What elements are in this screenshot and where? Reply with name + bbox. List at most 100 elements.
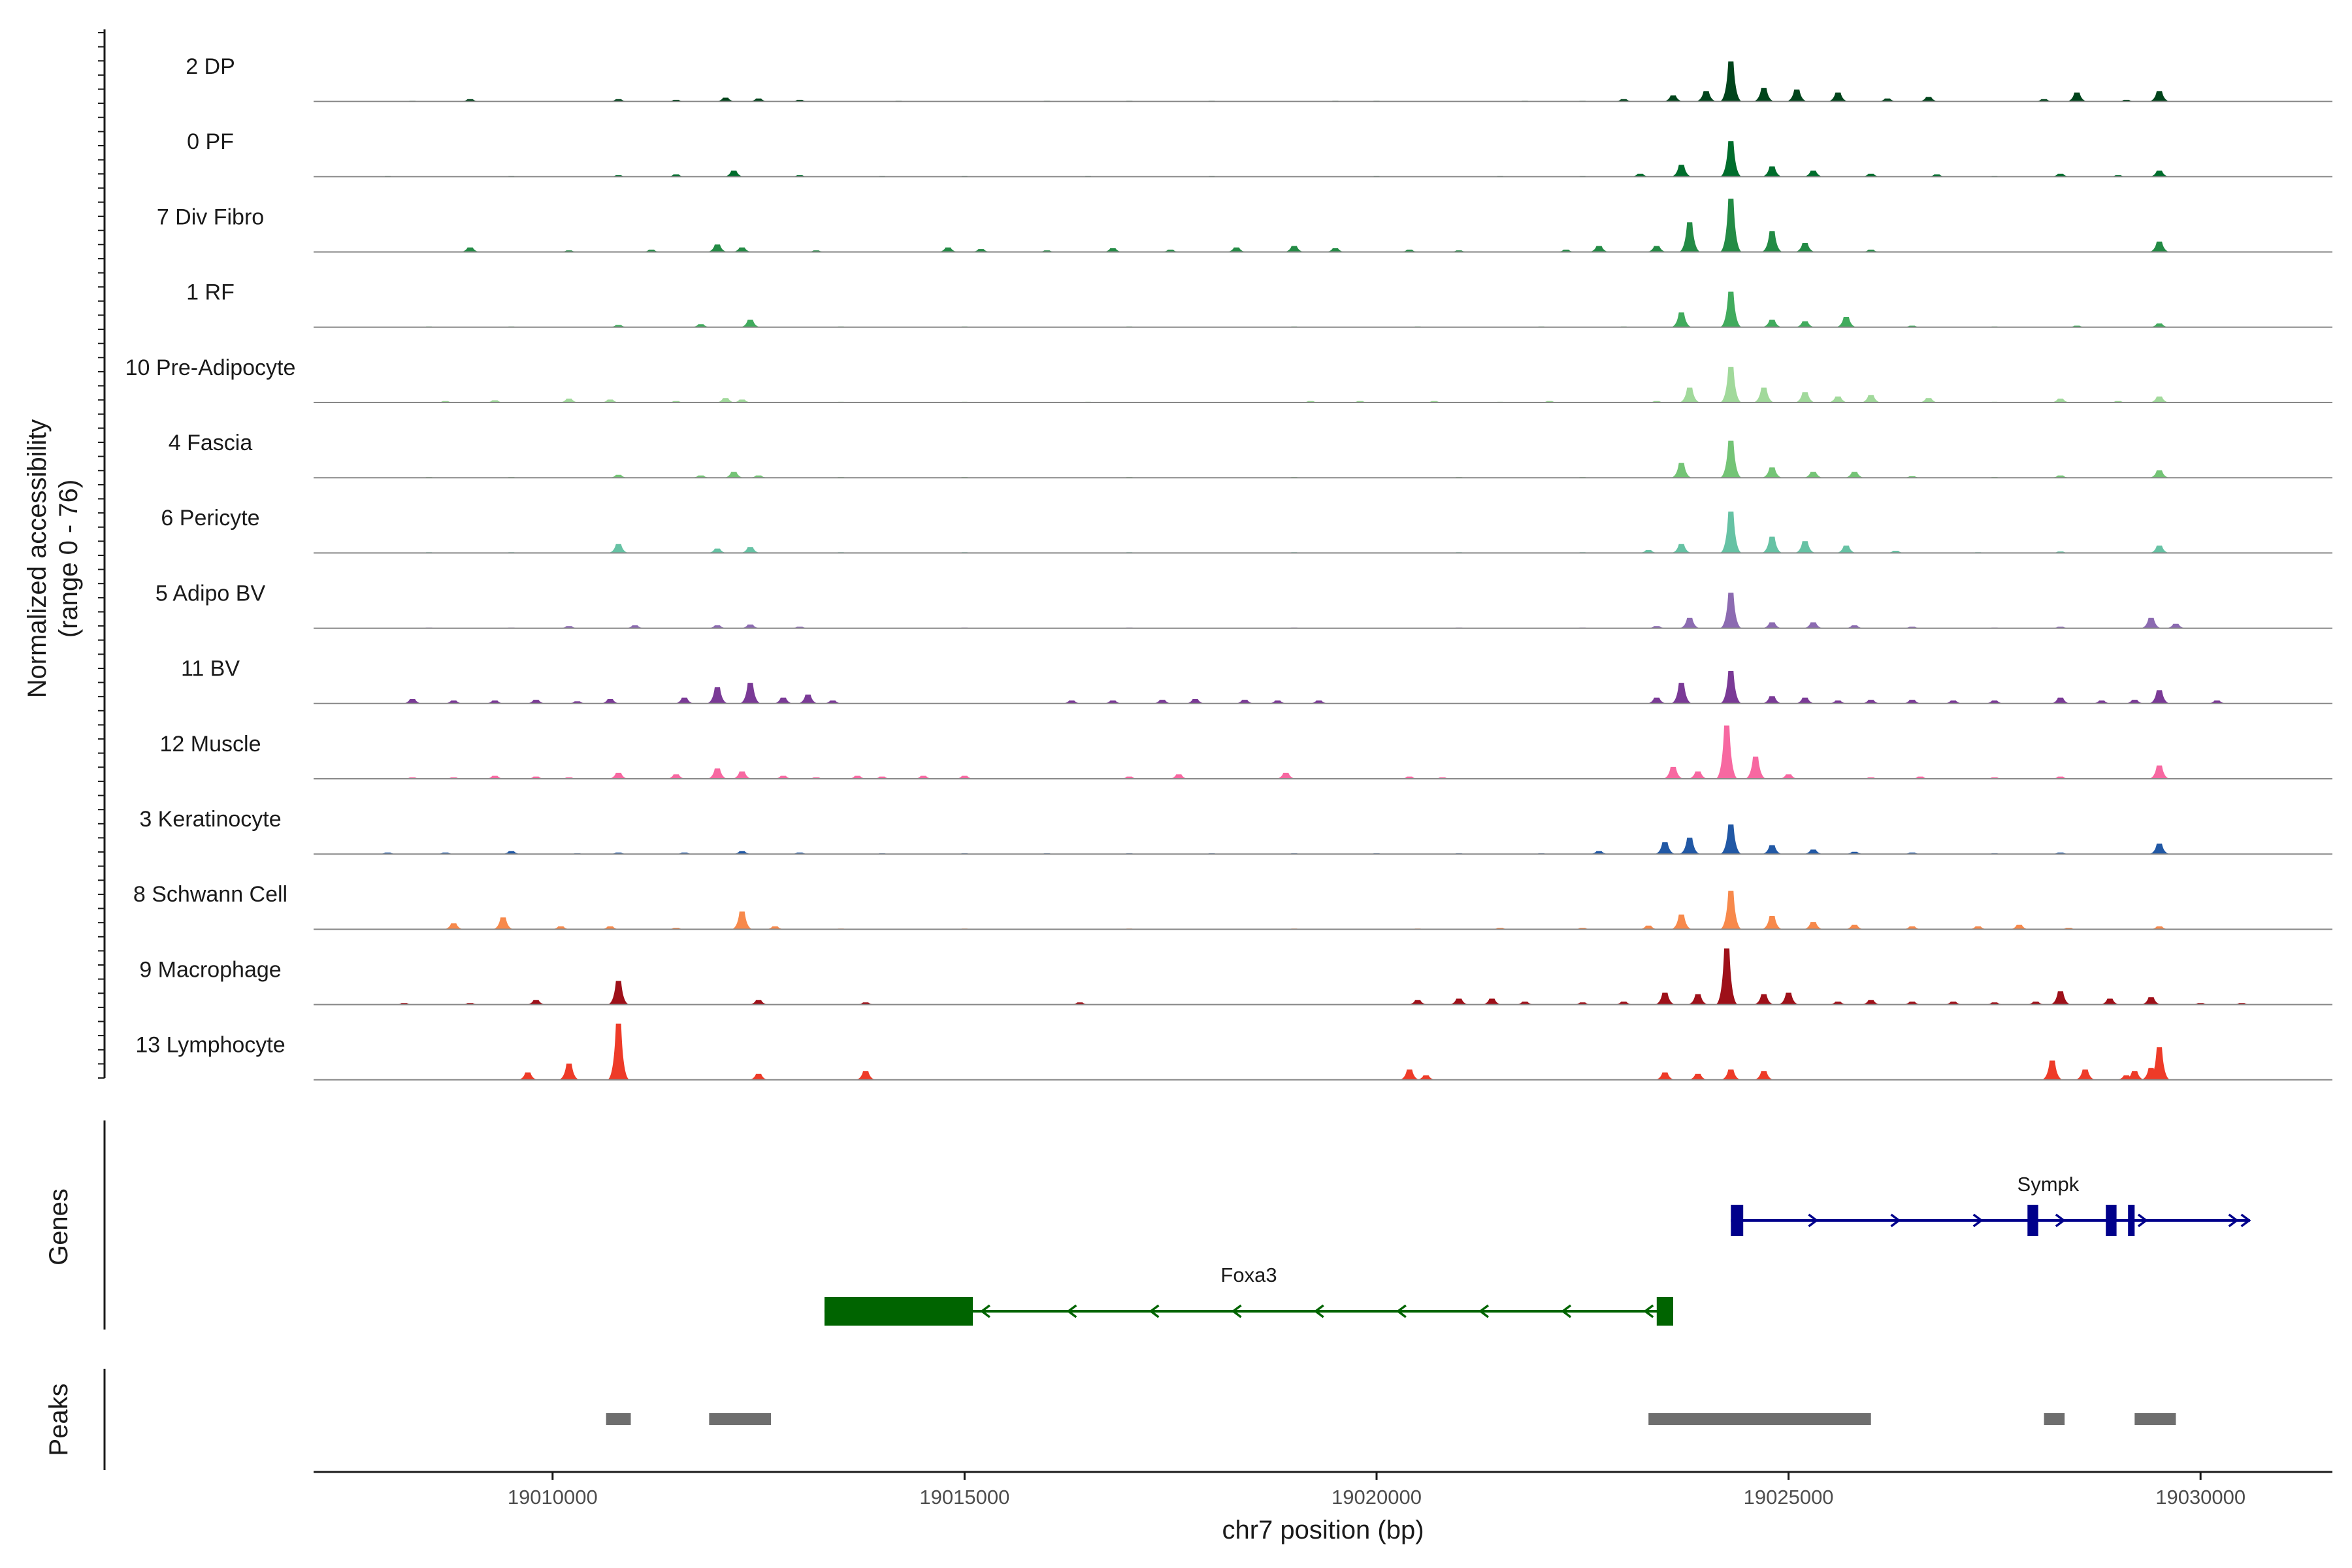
x-axis: 19010000 19015000 19020000 19025000 19030000 <box>314 1471 2332 1509</box>
strand-arrow <box>1808 1213 1819 1228</box>
coverage-peak <box>706 625 729 629</box>
coverage-peak <box>1801 922 1825 930</box>
coverage-peak <box>2123 700 2146 704</box>
coverage-peak <box>1826 700 1850 704</box>
track-6: 4 Fascia <box>169 431 2332 479</box>
track-7: 6 Pericyte <box>161 506 2332 554</box>
track-label: 1 RF <box>186 280 235 305</box>
x-axis-title: chr7 position (bp) <box>1222 1516 1424 1544</box>
coverage-peak <box>672 697 696 704</box>
strand-arrow <box>1561 1304 1572 1318</box>
coverage-peak <box>1801 622 1825 629</box>
peaks-axis-title: Peaks <box>44 1383 73 1456</box>
coverage-peak <box>607 474 630 478</box>
coverage-peak <box>706 244 729 252</box>
coverage-peak <box>1719 824 1742 855</box>
gene-annotation-track: Sympk Foxa3 <box>824 1173 2251 1326</box>
strand-arrow <box>1313 1304 1324 1318</box>
coverage-peak <box>1752 1071 1776 1080</box>
coverage-peak <box>1151 700 1174 704</box>
coverage-peak <box>1801 171 1825 177</box>
coverage-peak <box>1826 92 1850 102</box>
coverage-peak <box>1760 467 1784 478</box>
coverage-peak <box>845 776 870 779</box>
coverage-peak <box>2164 623 2187 629</box>
strand-arrow <box>979 1304 990 1318</box>
coverage-peak <box>1942 1002 1965 1005</box>
coverage-peak <box>664 774 688 779</box>
coverage-peak <box>1447 998 1471 1005</box>
coverage-peak <box>2139 617 2163 629</box>
coverage-peak <box>524 1000 548 1005</box>
coverage-peak <box>1793 243 1817 252</box>
coverage-peak <box>1670 914 1693 930</box>
coverage-peak <box>557 1063 581 1080</box>
gene-exon <box>825 1297 973 1326</box>
track-label: 4 Fascia <box>169 431 253 455</box>
coverage-peak <box>730 911 754 930</box>
track-label: 7 Div Fibro <box>157 204 264 229</box>
coverage-peak <box>1670 544 1693 553</box>
track-label: 10 Pre-Adipocyte <box>125 355 296 380</box>
coverage-peak <box>1645 246 1669 252</box>
coverage-peak <box>1785 90 1808 102</box>
coverage-peak <box>1793 321 1817 327</box>
coverage-peak <box>763 926 787 930</box>
coverage-peak <box>1653 1072 1677 1080</box>
coverage-peak <box>607 1023 630 1080</box>
coverage-peak <box>1183 699 1207 704</box>
coverage-peak <box>1917 97 1940 102</box>
coverage-peak <box>738 683 762 704</box>
coverage-peak <box>2123 1071 2146 1080</box>
coverage-peak <box>1670 312 1693 327</box>
gene-label: Foxa3 <box>1220 1264 1277 1286</box>
track-14: 13 Lymphocyte <box>135 1023 2332 1081</box>
coverage-peak <box>689 324 713 327</box>
track-3: 7 Div Fibro <box>157 199 2332 253</box>
coverage-peak <box>2148 690 2171 704</box>
coverage-peak <box>1760 622 1784 629</box>
coverage-peak <box>2148 843 2171 855</box>
coverage-peak <box>1678 617 1701 629</box>
coverage-peak <box>1678 387 1701 402</box>
coverage-peak <box>772 776 795 779</box>
coverage-peak <box>1060 700 1083 704</box>
coverage-peak <box>483 700 507 704</box>
coverage-peak <box>1752 387 1776 402</box>
strand-arrow <box>1396 1304 1407 1318</box>
strand-arrow <box>1478 1304 1489 1318</box>
coverage-peak <box>1719 440 1742 478</box>
track-12: 8 Schwann Cell <box>133 882 2332 930</box>
strand-arrow <box>2055 1213 2066 1228</box>
coverage-peak <box>738 319 762 327</box>
coverage-peak <box>1876 98 1899 102</box>
coverage-peak <box>730 771 754 779</box>
coverage-peak <box>1793 392 1817 402</box>
coverage-peak <box>1719 1070 1742 1080</box>
coverage-peak <box>598 399 622 402</box>
coverage-peak <box>1760 696 1784 704</box>
track-label: 5 Adipo BV <box>155 581 266 606</box>
coverage-peak <box>1901 700 1924 704</box>
coverage-peak <box>2049 697 2072 704</box>
coverage-peak <box>1752 88 1776 102</box>
coverage-peak <box>911 776 935 779</box>
coverage-peak <box>1678 838 1701 855</box>
track-11: 3 Keratinocyte <box>139 807 2332 855</box>
coverage-peak <box>1670 165 1693 177</box>
coverage-peak <box>1859 395 1883 402</box>
peaks-track <box>606 1413 2176 1425</box>
coverage-peak <box>607 544 630 553</box>
coverage-peak <box>1793 541 1817 553</box>
coverage-peak <box>1224 247 1249 252</box>
coverage-peak <box>1901 926 1924 930</box>
peak-region <box>606 1413 631 1425</box>
coverage-peak <box>1842 924 1867 930</box>
coverage-peak <box>1670 463 1693 478</box>
coverage-peak <box>1967 926 1990 930</box>
strand-arrow <box>1972 1213 1984 1228</box>
coverage-peak <box>2148 470 2171 478</box>
track-13: 9 Macrophage <box>139 948 2332 1005</box>
coverage-peak <box>854 1071 877 1080</box>
coverage-peak <box>1719 671 1742 704</box>
